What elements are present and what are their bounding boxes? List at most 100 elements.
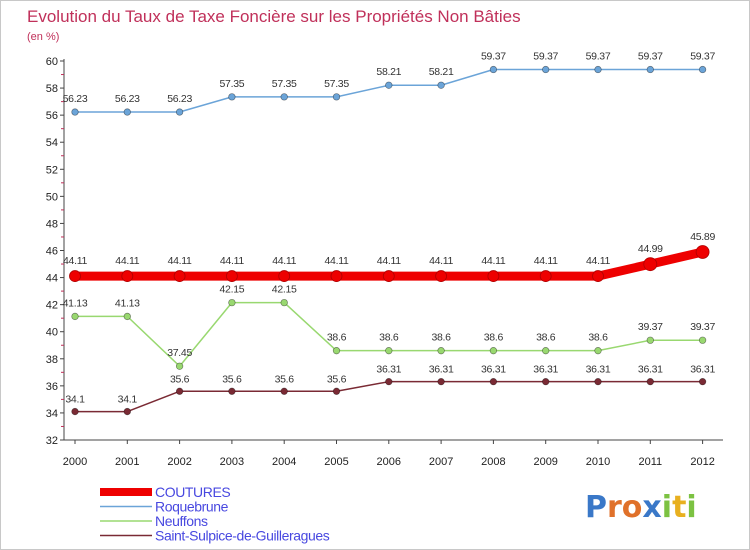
data-label: 36.31 [481, 364, 506, 376]
data-label: 34.1 [65, 394, 85, 406]
x-tick-label: 2004 [272, 456, 296, 468]
data-point [175, 387, 184, 395]
x-tick-label: 2007 [429, 456, 453, 468]
data-label: 34.1 [118, 394, 138, 406]
data-label: 36.31 [690, 364, 715, 376]
logo-letter: t [672, 490, 686, 525]
x-tick-label: 2011 [638, 456, 662, 468]
data-point [646, 65, 654, 74]
data-label: 35.6 [170, 373, 190, 385]
y-tick-label: 36 [46, 381, 58, 393]
data-point [280, 93, 288, 101]
legend-label: Saint-Sulpice-de-Guilleragues [155, 528, 330, 544]
data-point [489, 65, 498, 74]
data-point [69, 270, 81, 282]
data-point [330, 270, 343, 282]
x-tick-label: 2000 [63, 456, 87, 468]
data-point [435, 270, 448, 282]
x-tick-label: 2005 [324, 456, 348, 468]
logo-letter: x [642, 490, 661, 525]
data-point [71, 407, 79, 416]
data-label: 35.6 [275, 373, 295, 385]
data-label: 39.37 [690, 321, 715, 333]
data-point [698, 65, 707, 74]
data-label: 42.15 [220, 284, 245, 296]
data-point [594, 347, 602, 355]
legend: COUTURESRoquebruneNeuffonsSaint-Sulpice-… [100, 484, 330, 544]
y-tick-label: 32 [46, 435, 58, 447]
data-label: 58.21 [429, 66, 454, 78]
data-label: 45.89 [690, 231, 715, 243]
data-label: 38.6 [379, 332, 399, 344]
data-label: 59.37 [586, 51, 611, 63]
logo-letter: r [607, 490, 622, 525]
data-point [594, 378, 602, 386]
data-point [487, 270, 500, 282]
data-point [228, 387, 236, 395]
y-tick-label: 44 [46, 273, 58, 285]
data-label: 44.11 [481, 255, 505, 267]
series-layer: 56.23 56.23 56.23 57.35 57.35 57.35 58.21 58.21… [63, 51, 716, 416]
data-label: 44.11 [168, 255, 192, 267]
data-label: 44.11 [325, 255, 349, 267]
data-point [332, 387, 341, 395]
data-label: 36.31 [429, 364, 454, 376]
data-label: 44.11 [115, 255, 139, 267]
data-point [123, 407, 131, 416]
data-point [175, 362, 184, 370]
data-point [173, 270, 186, 282]
data-label: 39.37 [638, 321, 663, 333]
data-point [385, 81, 393, 89]
y-tick-label: 42 [46, 300, 58, 312]
y-tick-label: 48 [46, 218, 58, 230]
data-label: 38.6 [536, 332, 556, 344]
data-label: 38.6 [588, 332, 608, 344]
data-point [542, 378, 550, 386]
data-label: 59.37 [690, 51, 715, 63]
data-point [437, 81, 445, 89]
series-3: 34.1 34.1 35.6 35.6 35.6 35.6 36.31 36.31 36.31 3… [65, 364, 716, 416]
data-label: 36.31 [638, 364, 663, 376]
data-label: 58.21 [376, 66, 401, 78]
y-tick-label: 40 [46, 327, 58, 339]
data-point [385, 378, 393, 386]
data-point [228, 93, 236, 101]
data-point [594, 65, 602, 74]
data-point [121, 270, 134, 282]
data-label: 44.11 [63, 255, 87, 267]
data-label: 57.35 [220, 78, 245, 90]
series-0: 44.11 44.11 44.11 44.11 44.11 44.11 44.11 44.11… [63, 231, 716, 282]
data-label: 38.6 [431, 332, 451, 344]
data-label: 56.23 [115, 93, 140, 105]
data-label: 35.6 [222, 373, 242, 385]
logo-letter: i [686, 490, 696, 525]
x-tick-label: 2002 [167, 456, 191, 468]
data-label: 44.11 [272, 255, 296, 267]
data-point [643, 257, 658, 272]
data-label: 59.37 [533, 51, 558, 63]
data-label: 35.6 [327, 373, 347, 385]
legend-label: Roquebrune [155, 499, 229, 515]
data-label: 38.6 [484, 332, 504, 344]
data-label: 44.99 [638, 243, 663, 255]
data-point [71, 312, 79, 321]
series-2: 41.13 41.13 37.45 42.15 42.15 38.6 38.6 38.6 38.… [63, 284, 716, 370]
data-point [280, 387, 288, 395]
data-label: 38.6 [327, 332, 347, 344]
legend-label: Neuffons [155, 513, 208, 529]
data-label: 44.11 [220, 255, 244, 267]
data-label: 57.35 [324, 78, 349, 90]
data-label: 41.13 [115, 297, 140, 309]
data-point [542, 65, 550, 74]
data-point [228, 298, 236, 307]
y-tick-label: 50 [46, 191, 58, 203]
data-point [489, 347, 498, 355]
y-tick-label: 56 [46, 110, 58, 122]
data-label: 36.31 [533, 364, 558, 376]
data-label: 59.37 [638, 51, 663, 63]
data-point [489, 378, 498, 386]
data-point [382, 270, 395, 282]
data-label: 59.37 [481, 51, 506, 63]
proxiti-logo: Proxiti [585, 490, 697, 525]
